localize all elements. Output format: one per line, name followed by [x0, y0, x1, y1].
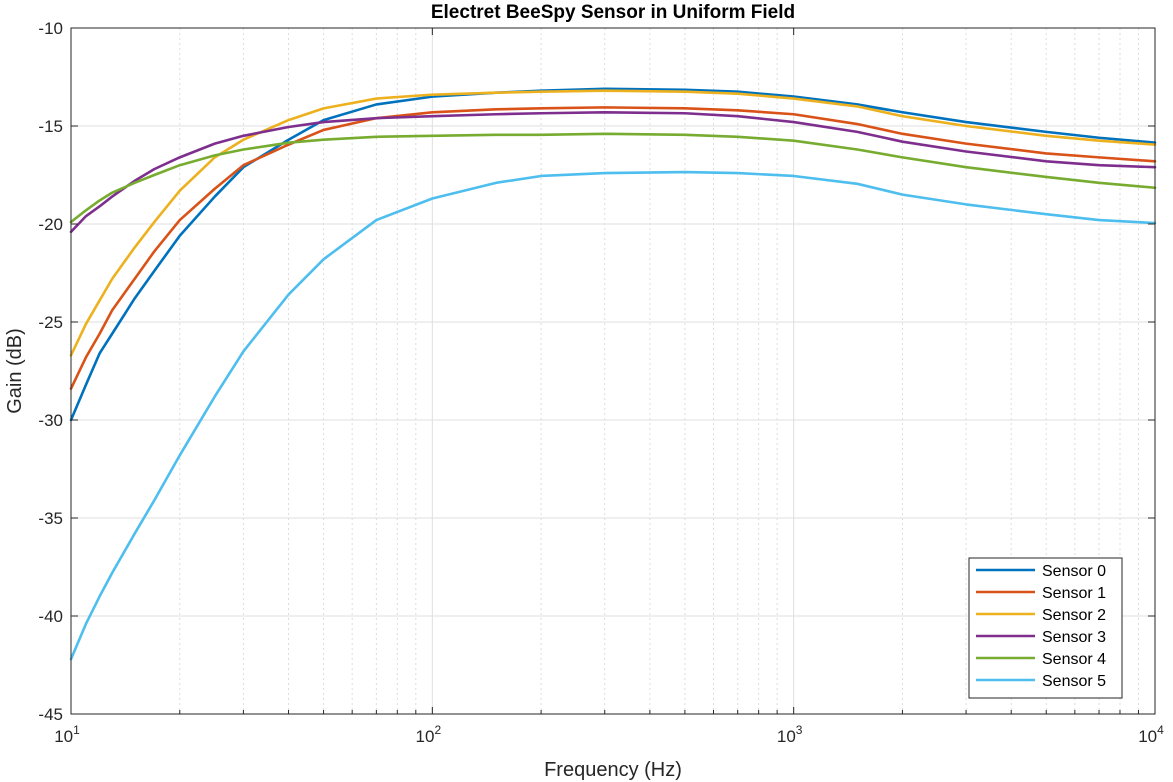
plot-frame — [70, 27, 1156, 715]
series-line-sensor-5 — [69, 170, 1157, 661]
series-line-sensor-1 — [69, 106, 1157, 390]
legend-label-sensor-1: Sensor 1 — [1042, 585, 1106, 602]
series-line-sensor-3 — [69, 110, 1157, 234]
y-tick-label: -40 — [38, 607, 63, 626]
legend-label-sensor-3: Sensor 3 — [1042, 629, 1106, 646]
x-axis-ticks: 101 102 103 104 — [54, 28, 1164, 746]
legend-label-sensor-2: Sensor 2 — [1042, 607, 1106, 624]
legend: Sensor 0 Sensor 1 Sensor 2 Sensor 3 Sensor 4… — [968, 557, 1123, 699]
x-tick-label: 102 — [416, 723, 442, 746]
series-line-sensor-4 — [69, 132, 1157, 224]
y-tick-label: -30 — [38, 411, 63, 430]
legend-label-sensor-4: Sensor 4 — [1042, 651, 1106, 668]
legend-box — [968, 557, 1123, 699]
y-axis-ticks: -10 -15 -20 -25 -30 -35 -40 -45 — [38, 19, 1155, 724]
y-tick-label: -10 — [38, 19, 63, 38]
series-line-sensor-0 — [69, 87, 1157, 422]
y-tick-label: -45 — [38, 705, 63, 724]
x-tick-label: 104 — [1138, 723, 1164, 746]
x-tick-label: 101 — [54, 723, 80, 746]
series-lines — [69, 87, 1157, 661]
legend-label-sensor-5: Sensor 5 — [1042, 673, 1106, 690]
y-tick-label: -25 — [38, 313, 63, 332]
chart-title: Electret BeeSpy Sensor in Uniform Field — [431, 2, 795, 23]
legend-label-sensor-0: Sensor 0 — [1042, 563, 1106, 580]
x-tick-label: 103 — [777, 723, 803, 746]
y-axis-title: Gain (dB) — [4, 328, 26, 414]
y-tick-label: -15 — [38, 117, 63, 136]
x-axis-title: Frequency (Hz) — [544, 759, 682, 781]
series-line-sensor-2 — [69, 89, 1157, 357]
y-tick-label: -35 — [38, 509, 63, 528]
y-tick-label: -20 — [38, 215, 63, 234]
